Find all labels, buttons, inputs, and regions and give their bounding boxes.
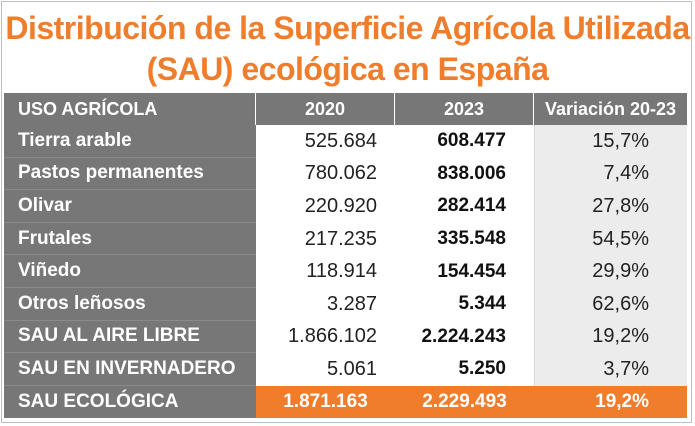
header-2020: 2020 — [256, 93, 395, 125]
value-2020: 5.061 — [256, 353, 395, 386]
title-line-1: Distribución de la Superficie Agrícola U… — [5, 10, 690, 46]
row-label: Viñedo — [4, 255, 256, 288]
value-variacion: 7,4% — [534, 157, 687, 191]
value-variacion: 15,7% — [534, 125, 687, 158]
header-variacion: Variación 20-23 — [534, 93, 687, 125]
total-variacion: 19,2% — [534, 385, 687, 419]
value-2023: 2.224.243 — [395, 320, 534, 354]
table-row: Tierra arable 525.684 608.477 15,7% — [4, 125, 687, 158]
total-2020: 1.871.163 — [256, 385, 395, 419]
value-2020: 118.914 — [256, 255, 395, 288]
header-uso-agricola: USO AGRÍCOLA — [4, 93, 256, 125]
value-2023: 5.344 — [395, 287, 534, 321]
value-variacion: 54,5% — [534, 222, 687, 256]
table-row: Pastos permanentes 780.062 838.006 7,4% — [4, 157, 687, 191]
row-label: Frutales — [4, 222, 256, 256]
table-row: Olivar 220.920 282.414 27,8% — [4, 190, 687, 223]
page-title: Distribución de la Superficie Agrícola U… — [2, 8, 693, 90]
row-label: Otros leñosos — [4, 287, 256, 321]
header-2023: 2023 — [395, 93, 534, 125]
value-2020: 217.235 — [256, 222, 395, 256]
sau-table: USO AGRÍCOLA 2020 2023 Variación 20-23 T… — [4, 93, 687, 419]
title-line-2: (SAU) ecológica en España — [146, 51, 549, 87]
value-2020: 1.866.102 — [256, 320, 395, 354]
value-2020: 3.287 — [256, 287, 395, 321]
value-2023: 838.006 — [395, 157, 534, 191]
row-label: SAU EN INVERNADERO — [4, 353, 256, 386]
table-row: SAU EN INVERNADERO 5.061 5.250 3,7% — [4, 353, 687, 386]
table-header-row: USO AGRÍCOLA 2020 2023 Variación 20-23 — [4, 93, 687, 125]
row-label: Olivar — [4, 190, 256, 223]
value-2020: 525.684 — [256, 125, 395, 158]
row-label: Pastos permanentes — [4, 157, 256, 191]
value-variacion: 62,6% — [534, 287, 687, 321]
total-row: SAU ECOLÓGICA 1.871.163 2.229.493 19,2% — [4, 385, 687, 419]
value-2023: 608.477 — [395, 125, 534, 158]
table-row: Frutales 217.235 335.548 54,5% — [4, 222, 687, 256]
table-row: SAU AL AIRE LIBRE 1.866.102 2.224.243 19… — [4, 320, 687, 354]
table-row: Viñedo 118.914 154.454 29,9% — [4, 255, 687, 288]
value-2023: 154.454 — [395, 255, 534, 288]
value-2020: 220.920 — [256, 190, 395, 223]
total-label: SAU ECOLÓGICA — [4, 385, 256, 419]
value-variacion: 19,2% — [534, 320, 687, 354]
value-variacion: 29,9% — [534, 255, 687, 288]
row-label: Tierra arable — [4, 125, 256, 158]
value-2023: 5.250 — [395, 353, 534, 386]
row-label: SAU AL AIRE LIBRE — [4, 320, 256, 354]
table-row: Otros leñosos 3.287 5.344 62,6% — [4, 287, 687, 321]
value-variacion: 3,7% — [534, 353, 687, 386]
value-2023: 335.548 — [395, 222, 534, 256]
value-2023: 282.414 — [395, 190, 534, 223]
value-2020: 780.062 — [256, 157, 395, 191]
total-2023: 2.229.493 — [395, 385, 534, 419]
value-variacion: 27,8% — [534, 190, 687, 223]
